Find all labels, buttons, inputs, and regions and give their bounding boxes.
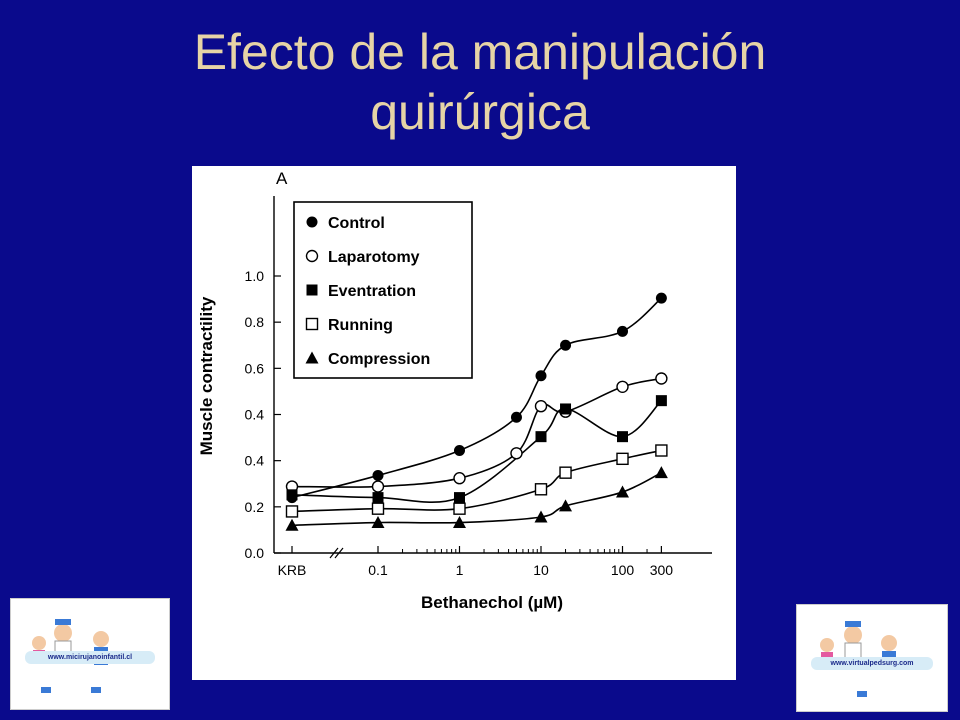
data-point-compression bbox=[534, 510, 548, 523]
legend-marker-running bbox=[305, 317, 319, 331]
data-point-eventration bbox=[454, 492, 465, 504]
data-point-laparotomy bbox=[655, 372, 668, 385]
data-point-compression bbox=[453, 516, 466, 529]
legend-label-laparotomy: Laparotomy bbox=[328, 249, 420, 266]
data-point-compression bbox=[285, 518, 299, 531]
data-point-running bbox=[559, 466, 572, 479]
legend-label-running: Running bbox=[328, 317, 393, 334]
logo-micirujanoinfantil[interactable]: www.micirujanoinfantil.cl bbox=[10, 598, 170, 710]
y-axis-title: Muscle contractility bbox=[197, 296, 216, 455]
logo-left-url: www.micirujanoinfantil.cl bbox=[25, 651, 155, 664]
chart-markers bbox=[285, 292, 668, 531]
legend-label-control: Control bbox=[328, 215, 385, 232]
chart-legend: Control Laparotomy Eventration Running Compr… bbox=[293, 201, 473, 379]
data-point-compression bbox=[371, 516, 385, 529]
panel-label: A bbox=[276, 169, 288, 188]
y-tick-label: 0.4 bbox=[245, 407, 265, 423]
x-tick-label: 300 bbox=[650, 562, 674, 578]
slide-title-line2: quirúrgica bbox=[370, 84, 590, 140]
legend-marker-eventration bbox=[306, 284, 318, 296]
x-axis-title: Bethanechol (µM) bbox=[421, 593, 563, 612]
y-tick-label: 0.0 bbox=[245, 545, 265, 561]
data-point-control bbox=[535, 370, 547, 382]
y-tick-label: 0.6 bbox=[245, 360, 265, 376]
legend-marker-laparotomy bbox=[305, 249, 319, 263]
data-point-running bbox=[371, 502, 385, 515]
slide-title-line1: Efecto de la manipulación bbox=[193, 24, 767, 80]
data-point-laparotomy bbox=[534, 399, 548, 413]
series-line-compression bbox=[291, 471, 662, 527]
chart-panel: 0.0 0.2 0.4 0.4 0.6 0.8 1.0 KRB 0.1 1 10 100 300 Beth… bbox=[192, 166, 736, 680]
data-point-running bbox=[616, 452, 629, 466]
logo-right-url: www.virtualpedsurg.com bbox=[811, 657, 933, 670]
data-point-control bbox=[617, 325, 628, 337]
data-point-laparotomy bbox=[510, 447, 523, 460]
data-point-eventration bbox=[372, 492, 384, 504]
logo-virtualpedsurg[interactable]: www.virtualpedsurg.com bbox=[796, 604, 948, 712]
data-point-eventration bbox=[560, 403, 572, 415]
data-point-laparotomy bbox=[453, 472, 466, 485]
data-point-eventration bbox=[655, 395, 667, 407]
contractility-chart: 0.0 0.2 0.4 0.4 0.6 0.8 1.0 KRB 0.1 1 10 100 300 Beth… bbox=[197, 169, 712, 612]
y-tick-label: 0.8 bbox=[245, 314, 265, 330]
data-point-compression bbox=[559, 499, 573, 512]
data-point-running bbox=[655, 444, 668, 457]
x-tick-label: KRB bbox=[278, 562, 307, 578]
chart-axes: 0.0 0.2 0.4 0.4 0.6 0.8 1.0 KRB 0.1 1 10 100 300 Beth… bbox=[197, 169, 712, 612]
data-point-eventration bbox=[617, 431, 628, 443]
data-point-control bbox=[454, 445, 465, 457]
x-tick-label: 10 bbox=[533, 562, 549, 578]
x-tick-label: 0.1 bbox=[368, 562, 388, 578]
slide-title: Efecto de la manipulación quirúrgica bbox=[0, 22, 960, 142]
data-point-running bbox=[285, 505, 299, 518]
series-line-laparotomy bbox=[291, 377, 662, 488]
data-point-compression bbox=[654, 466, 668, 479]
data-point-eventration bbox=[535, 431, 547, 443]
axis-break-mark bbox=[329, 547, 339, 559]
data-point-control bbox=[510, 411, 522, 423]
axis-break-mark bbox=[334, 547, 344, 559]
legend-label-eventration: Eventration bbox=[328, 283, 416, 300]
data-point-control bbox=[655, 292, 667, 304]
x-tick-label: 1 bbox=[456, 562, 464, 578]
legend-marker-control bbox=[306, 216, 318, 228]
legend-marker-compression bbox=[305, 351, 319, 364]
data-point-running bbox=[453, 502, 466, 515]
y-tick-label: 0.4 bbox=[245, 453, 265, 469]
legend-label-compression: Compression bbox=[328, 351, 430, 368]
data-point-compression bbox=[616, 485, 629, 498]
x-tick-label: 100 bbox=[611, 562, 635, 578]
data-point-laparotomy bbox=[616, 380, 629, 394]
data-point-laparotomy bbox=[371, 480, 385, 493]
y-tick-label: 0.2 bbox=[245, 499, 265, 515]
series-line-running bbox=[291, 449, 662, 513]
data-point-eventration bbox=[286, 489, 298, 501]
data-point-running bbox=[534, 483, 548, 496]
y-tick-label: 1.0 bbox=[245, 268, 265, 284]
data-point-control bbox=[372, 469, 384, 481]
legend-box bbox=[293, 201, 473, 379]
data-point-control bbox=[560, 339, 572, 351]
